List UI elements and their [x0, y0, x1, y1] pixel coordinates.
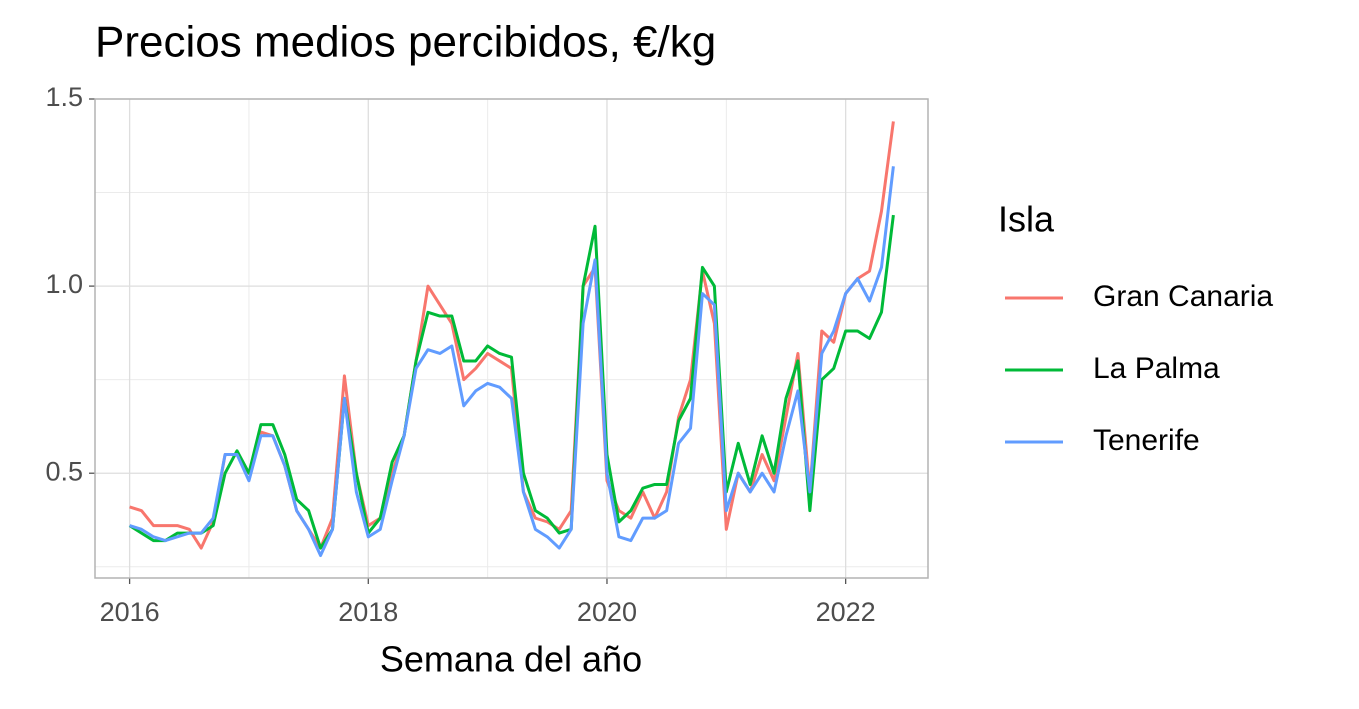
x-tick-label: 2022	[816, 597, 876, 627]
x-axis-title: Semana del año	[380, 639, 642, 680]
legend-label: Gran Canaria	[1093, 280, 1273, 313]
x-tick-label: 2020	[577, 597, 637, 627]
y-tick-label: 0.5	[45, 456, 83, 486]
series-line	[129, 166, 895, 558]
chart-title: Precios medios percibidos, €/kg	[95, 18, 716, 67]
legend-label: Tenerife	[1093, 424, 1200, 457]
plot-border	[94, 98, 929, 579]
series-line	[128, 214, 895, 550]
x-tick-label: 2018	[338, 597, 398, 627]
y-tick-label: 1.5	[45, 82, 83, 112]
x-tick-label: 2016	[100, 597, 160, 627]
legend-label: La Palma	[1093, 352, 1220, 385]
y-tick-label: 1.0	[45, 269, 83, 299]
legend-title: Isla	[998, 199, 1055, 240]
series-line	[129, 121, 895, 550]
